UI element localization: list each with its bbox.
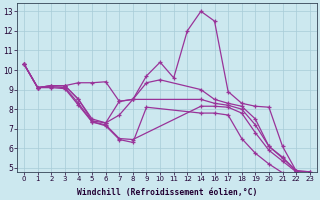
X-axis label: Windchill (Refroidissement éolien,°C): Windchill (Refroidissement éolien,°C) — [77, 188, 257, 197]
